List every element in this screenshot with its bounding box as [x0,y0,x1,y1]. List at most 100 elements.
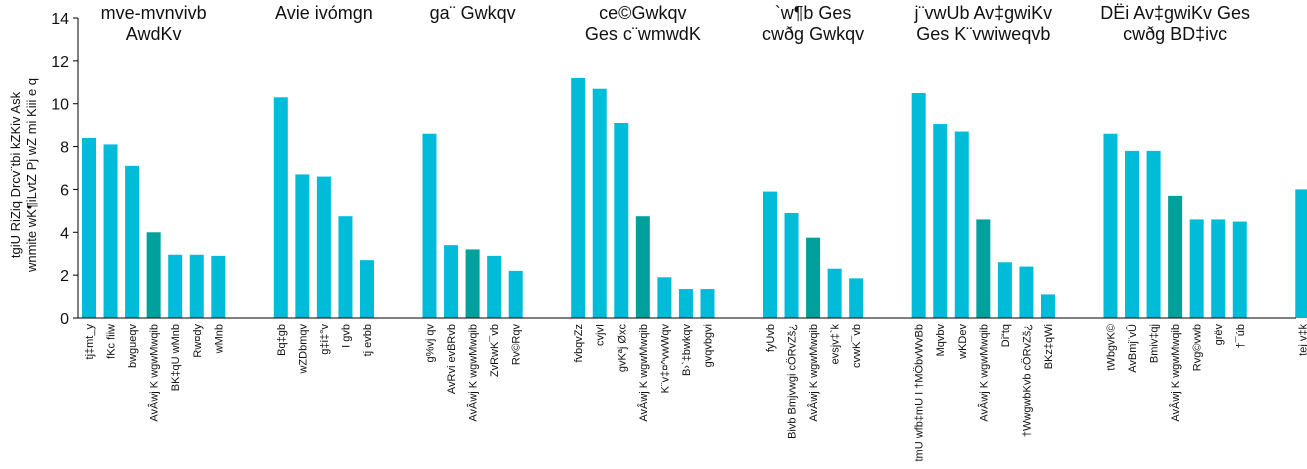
bar [849,278,864,318]
category-label: cvjvI [595,324,607,346]
bar [1103,133,1118,318]
bar [1232,221,1247,318]
bar [211,255,226,318]
category-label: bwgueqv [127,324,139,369]
bar [1295,189,1307,318]
category-label: BKz‡qWi [1043,324,1055,369]
y-tick-label: 10 [51,97,69,114]
category-label: wZDbmqv [297,324,309,375]
bar [1189,219,1204,318]
category-label: wKDev [957,324,969,360]
bar [635,216,650,318]
category-label: Rw¤dy [192,324,204,358]
y-axis: 0 2 4 6 8 10 12 14 [51,11,79,328]
bars [82,78,1307,319]
category-label: I gvb [340,324,352,348]
category-labels: tj‡mt_y fKc fiiw bwgueqv AvÂwj K wgwMwqib BK… [84,324,1307,462]
bar [1211,219,1226,318]
y-tick-label: 2 [60,268,69,285]
bar [82,138,96,318]
category-label: BK‡qU wMnb [170,324,182,391]
group-title: `w¶b Ges [775,3,852,23]
bar [571,78,586,318]
bar [146,232,161,318]
category-label: g%vj qv [424,324,436,363]
category-label: tWbgvK© [1105,324,1117,371]
bar [338,216,353,318]
category-label: fyUvb [765,324,777,352]
category-label: Bmiv‡qj [1149,324,1161,363]
bar [1040,294,1055,318]
category-label: evsjv‡`k [830,324,842,365]
bar [1125,150,1140,318]
category-label: AvRvi evBRvb [446,324,458,394]
category-label: fKc fiiw [106,324,118,359]
bar [614,123,629,318]
category-label: AvÂwj K wgwMwqib [977,324,990,422]
group-title: Avie ivómgn [275,3,373,23]
y-tick-label: 6 [60,182,69,199]
category-label: K¨v‡¤^vwWqv [659,324,671,394]
bar [997,262,1012,318]
bar [189,254,204,318]
group-title: cwðg BD‡ivc [1123,24,1227,44]
category-label: g‡i‡°v [319,324,331,355]
category-label: Rv©Rqv [511,324,523,366]
group-title: DËi Av‡gwiKv Ges [1100,3,1250,23]
bar [592,88,607,318]
bar [827,268,842,318]
bar [444,245,459,318]
bar [465,249,480,318]
category-label: Rvg©vwb [1192,324,1204,371]
group-title: j¨vwUb Av‡gwiKv [913,3,1052,23]
category-label: ZvRwK¯vb [489,324,501,377]
bar [657,277,672,318]
bar [1019,266,1034,318]
bar [1146,150,1161,318]
category-label: gvqvbgvi [702,324,714,367]
category-label: AvÂwj K wgwMwqib [637,324,650,422]
group-title: mve-mvnvivb [101,3,207,23]
category-label: AvÂwj K wgwMwqib [467,324,480,422]
group-title: AwdKv [126,24,182,44]
y-tick-label: 12 [51,54,69,71]
group-title: ce©Gwkqv [599,3,686,23]
category-label: fvbqvZz [573,324,585,363]
category-label: wMnb [213,324,225,354]
bar [316,176,331,318]
group-title: Ges c¨wmwdK [585,24,701,44]
bar [1168,195,1183,318]
bar [168,254,183,318]
bar [125,165,140,318]
bar [359,260,374,318]
y-tick-label: 8 [60,140,69,157]
category-label: tj‡mt_y [84,324,96,360]
bar [295,174,310,318]
category-label: Mqvbv [935,324,947,357]
y-axis-label-line-2: wnmite wK¶iLvtZ Pj wZ mi Kiii e q [24,78,39,273]
y-tick-label: 14 [51,11,69,28]
category-label: tej v‡k [1297,324,1307,356]
group-title: cwðg Gwkqv [762,24,864,44]
category-label: Bq‡gb [276,324,288,356]
y-axis-label: tgiU RiZiq Drcv¨tbi kZKiv Ask wnmite wK¶… [8,78,39,273]
group-title: Ges K¨vwiweqvb [916,24,1050,44]
category-label: Bivb Bmjvwgi cÖRvZš¿ [787,324,799,439]
bar [422,133,437,318]
category-label: †¯úb [1235,324,1247,348]
category-label: AvÂwj K wgwMwqib [807,324,820,422]
bar [103,144,118,318]
bar [762,191,777,318]
group-title: ga¨ Gwkqv [430,3,516,23]
bar [806,237,821,318]
category-label: Di“tq [1000,324,1012,347]
category-label: gvKªj Øxc [616,324,628,373]
category-label: †WwgwbKvb cÖRvZš¿ [1021,324,1033,437]
bar [678,289,693,318]
category-label: AvBmj¨vÛ [1126,324,1139,373]
y-tick-label: 4 [60,225,69,242]
bar [784,213,799,318]
bar [487,255,502,318]
